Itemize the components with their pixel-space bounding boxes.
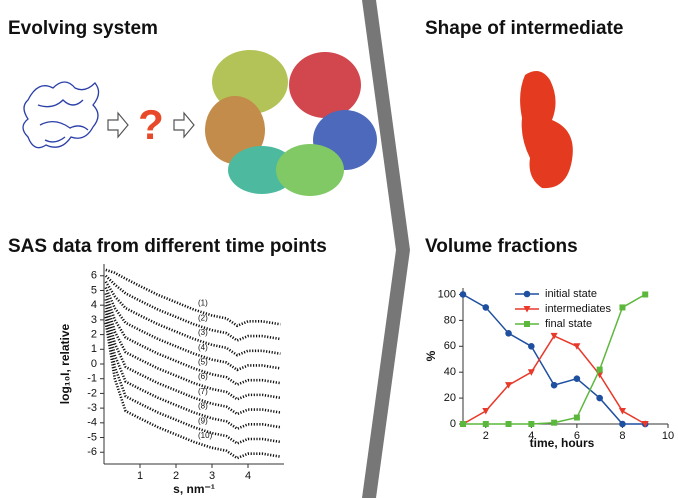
legend-marker bbox=[524, 321, 530, 327]
x-tick-label: 8 bbox=[619, 430, 625, 442]
marker bbox=[482, 408, 490, 415]
series-label: (10) bbox=[198, 431, 213, 440]
marker bbox=[460, 421, 466, 427]
series-line bbox=[462, 334, 646, 425]
panel-title: Evolving system bbox=[8, 18, 158, 39]
y-tick-label: 0 bbox=[450, 418, 456, 430]
y-tick-label: 0 bbox=[91, 358, 97, 370]
panel-title: Volume fractions bbox=[425, 236, 578, 257]
marker bbox=[619, 420, 626, 428]
series-line bbox=[104, 316, 281, 445]
marker bbox=[482, 304, 490, 311]
y-tick-label: 40 bbox=[444, 366, 456, 378]
x-tick-label: 2 bbox=[173, 470, 179, 482]
marker bbox=[528, 342, 535, 350]
series-label: (3) bbox=[198, 328, 208, 337]
series-label: (9) bbox=[198, 416, 208, 425]
panel-title: SAS data from different time points bbox=[8, 236, 327, 257]
series-line bbox=[104, 292, 281, 387]
marker bbox=[551, 419, 558, 426]
y-axis-label: log₁₀I, relative bbox=[58, 323, 72, 404]
y-tick-label: -1 bbox=[87, 373, 97, 385]
y-tick-label: -6 bbox=[87, 446, 97, 458]
series-line bbox=[104, 304, 281, 416]
y-tick-label: 1 bbox=[91, 343, 97, 355]
y-tick-label: -3 bbox=[87, 402, 97, 414]
y-tick-label: 100 bbox=[438, 288, 456, 300]
y-tick-label: 20 bbox=[444, 392, 456, 404]
series-label: (4) bbox=[198, 343, 208, 352]
y-tick-label: 4 bbox=[91, 299, 97, 311]
y-tick-label: -2 bbox=[87, 387, 97, 399]
x-tick-label: 4 bbox=[528, 430, 534, 442]
marker bbox=[619, 304, 626, 311]
y-tick-label: 60 bbox=[444, 340, 456, 352]
series-line bbox=[104, 322, 281, 460]
trimer bbox=[205, 50, 377, 196]
marker bbox=[550, 332, 558, 340]
series-line bbox=[104, 310, 281, 431]
marker bbox=[641, 421, 649, 428]
marker bbox=[573, 375, 581, 382]
y-tick-label: -5 bbox=[87, 431, 97, 443]
marker bbox=[505, 382, 513, 389]
x-axis-label: time, hours bbox=[530, 436, 595, 450]
x-tick-label: 6 bbox=[574, 430, 580, 442]
marker bbox=[505, 330, 512, 337]
marker bbox=[527, 369, 535, 376]
series-line bbox=[104, 287, 281, 372]
x-tick-label: 1 bbox=[137, 470, 143, 482]
series-label: (7) bbox=[198, 387, 208, 396]
marker bbox=[642, 291, 649, 298]
marker bbox=[505, 421, 512, 427]
y-tick-label: 6 bbox=[91, 270, 97, 282]
series-label: (6) bbox=[198, 372, 208, 381]
marker bbox=[550, 381, 558, 389]
series-line bbox=[104, 298, 281, 401]
x-tick-label: 10 bbox=[662, 430, 674, 442]
legend-label: intermediates bbox=[545, 303, 612, 315]
legend-label: final state bbox=[545, 318, 592, 330]
y-tick-label: 80 bbox=[444, 314, 456, 326]
series-label: (1) bbox=[198, 299, 208, 308]
monomer bbox=[22, 81, 100, 149]
marker bbox=[618, 408, 626, 415]
marker bbox=[528, 421, 535, 427]
marker bbox=[573, 414, 580, 421]
legend-marker bbox=[523, 290, 531, 298]
series-label: (8) bbox=[198, 402, 208, 411]
legend-marker bbox=[523, 306, 531, 313]
x-tick-label: 2 bbox=[483, 430, 489, 442]
y-axis-label: % bbox=[424, 350, 438, 361]
marker bbox=[459, 291, 467, 298]
panel-title: Shape of intermediate bbox=[425, 18, 624, 39]
x-axis-label: s, nm⁻¹ bbox=[173, 482, 215, 496]
series-label: (2) bbox=[198, 313, 208, 322]
y-tick-label: 2 bbox=[91, 328, 97, 340]
x-tick-label: 4 bbox=[245, 470, 251, 482]
y-tick-label: 3 bbox=[91, 314, 97, 326]
y-tick-label: 5 bbox=[91, 284, 97, 296]
marker bbox=[482, 421, 489, 427]
intermediate-shape bbox=[520, 71, 573, 189]
arrow bbox=[107, 111, 195, 139]
x-tick-label: 3 bbox=[209, 470, 215, 482]
legend-label: initial state bbox=[545, 288, 597, 300]
series-label: (5) bbox=[198, 358, 208, 367]
series-line bbox=[104, 274, 281, 342]
question-mark: ? bbox=[138, 101, 164, 148]
marker bbox=[596, 394, 603, 402]
series-line bbox=[104, 280, 281, 357]
marker bbox=[596, 366, 603, 373]
marker bbox=[573, 343, 581, 350]
y-tick-label: -4 bbox=[87, 417, 97, 429]
divider bbox=[362, 0, 410, 498]
